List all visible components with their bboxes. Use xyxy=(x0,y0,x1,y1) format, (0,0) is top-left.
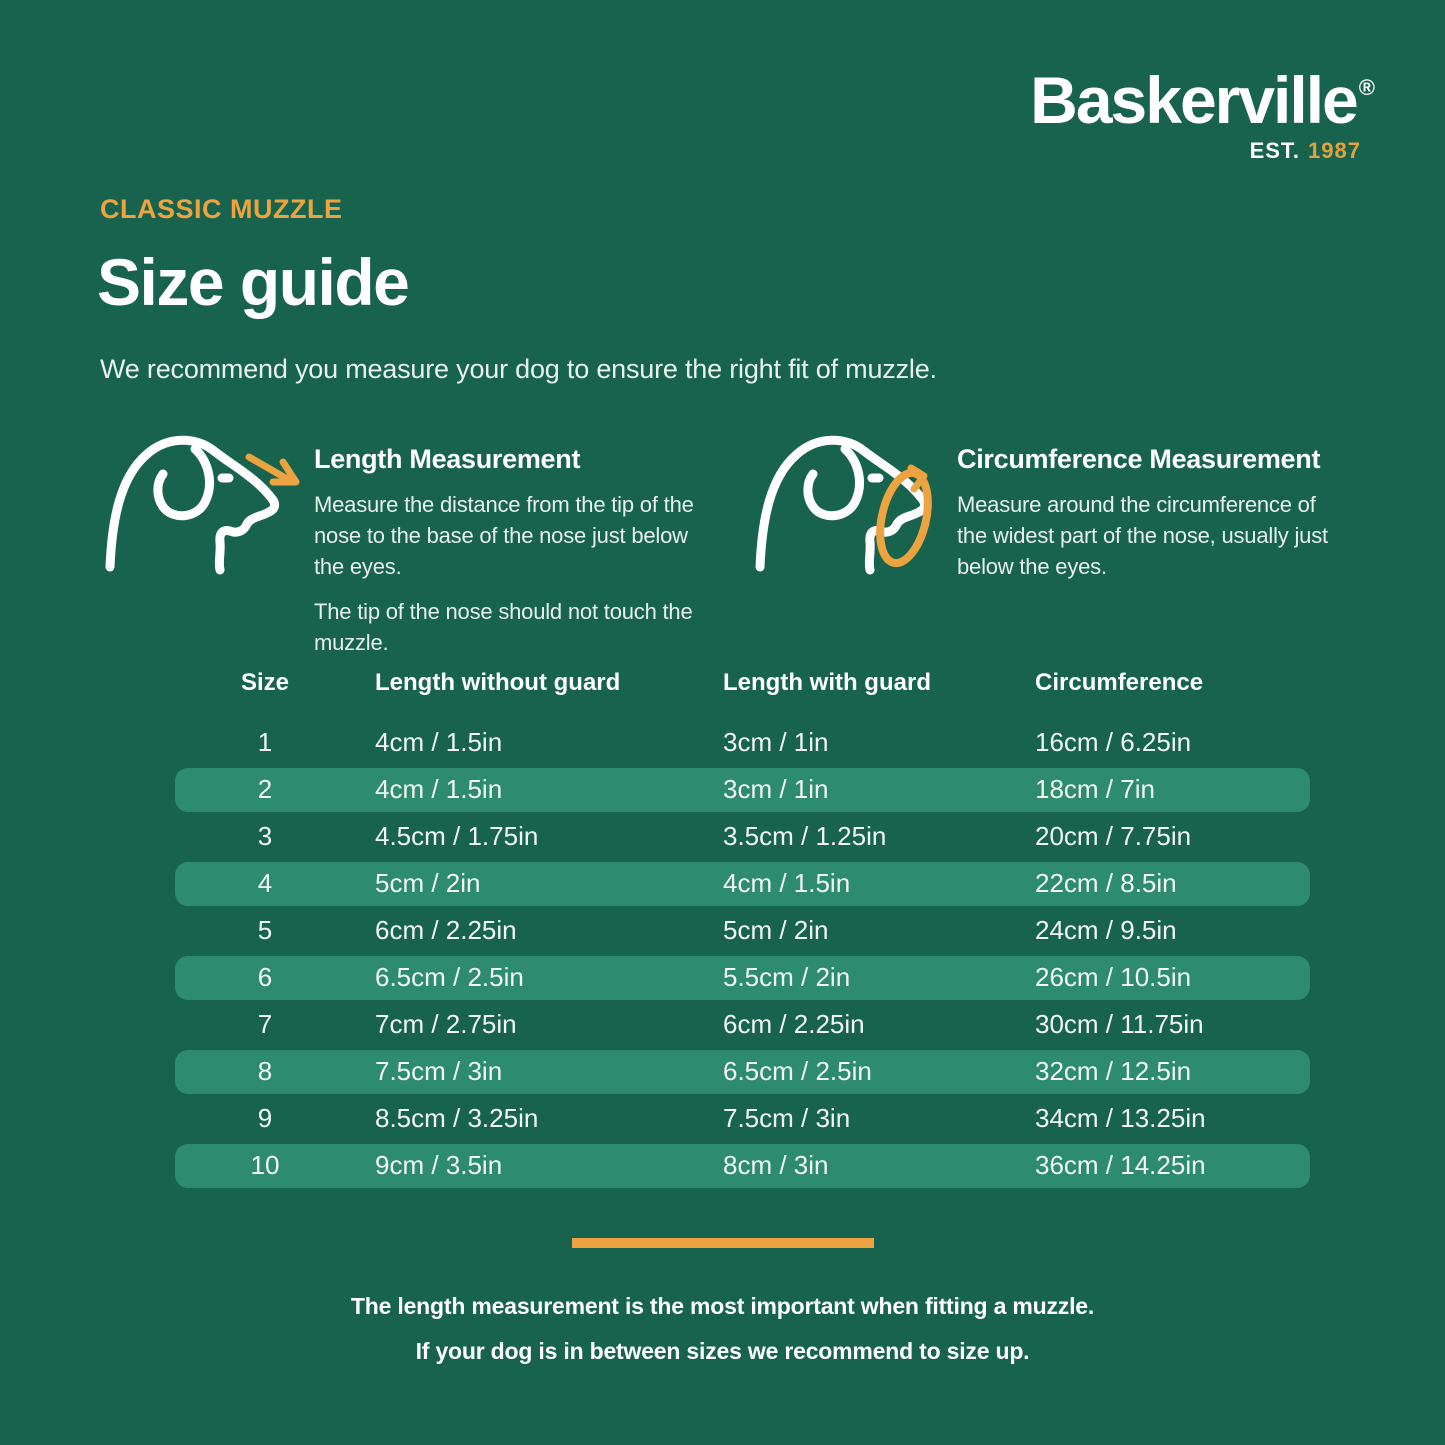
cell-length-without-guard: 6cm / 2.25in xyxy=(375,915,517,945)
cell-size: 9 xyxy=(257,1103,273,1133)
brand-name: Baskerville® xyxy=(1030,63,1375,137)
cell-circumference: 26cm / 10.5in xyxy=(1035,962,1192,992)
cell-length-with-guard: 4cm / 1.5in xyxy=(723,868,851,898)
accent-divider xyxy=(571,1238,874,1248)
cell-length-without-guard: 4cm / 1.5in xyxy=(375,774,503,804)
footer-line-1: The length measurement is the most impor… xyxy=(350,1293,1095,1319)
measure-arrow-icon xyxy=(245,453,300,486)
cell-size: 8 xyxy=(257,1056,273,1086)
cell-circumference: 36cm / 14.25in xyxy=(1035,1150,1206,1180)
cell-length-without-guard: 4cm / 1.5in xyxy=(375,727,503,757)
column-header-circumference: Circumference xyxy=(1035,669,1204,696)
table-row: 1 4cm / 1.5in 3cm / 1in 16cm / 6.25in xyxy=(175,719,1310,766)
cell-size: 6 xyxy=(257,962,273,992)
cell-length-with-guard: 5cm / 2in xyxy=(723,915,829,945)
cell-circumference: 18cm / 7in xyxy=(1035,774,1155,804)
cell-size: 7 xyxy=(257,1009,273,1039)
page-title: Size guide xyxy=(97,245,410,319)
footer-note: The length measurement is the most impor… xyxy=(0,1284,1445,1374)
dog-head-circumference-icon xyxy=(755,435,932,575)
table-row: 4 5cm / 2in 4cm / 1.5in 22cm / 8.5in xyxy=(175,861,1310,906)
length-measurement-title: Length Measurement xyxy=(314,444,581,474)
cell-circumference: 32cm / 12.5in xyxy=(1035,1056,1192,1086)
cell-circumference: 16cm / 6.25in xyxy=(1035,727,1192,757)
cell-size: 4 xyxy=(257,868,273,898)
cell-length-without-guard: 7.5cm / 3in xyxy=(375,1056,503,1086)
length-measurement-section: Length Measurement Measure the distance … xyxy=(314,444,734,658)
cell-length-with-guard: 3cm / 1in xyxy=(723,727,829,757)
brand-logo: Baskerville® EST. 1987 xyxy=(1030,64,1375,164)
cell-size: 10 xyxy=(250,1150,280,1180)
cell-length-with-guard: 7.5cm / 3in xyxy=(723,1103,851,1133)
cell-length-with-guard: 6.5cm / 2.5in xyxy=(723,1056,872,1086)
column-header-length-without-guard: Length without guard xyxy=(375,669,621,696)
table-row: 5 6cm / 2.25in 5cm / 2in 24cm / 9.5in xyxy=(175,907,1310,954)
registered-trademark-icon: ® xyxy=(1358,75,1375,100)
circumference-measurement-title: Circumference Measurement xyxy=(957,444,1321,474)
cell-length-with-guard: 3cm / 1in xyxy=(723,774,829,804)
established-label: EST. xyxy=(1249,138,1301,163)
cell-length-without-guard: 5cm / 2in xyxy=(375,868,481,898)
cell-circumference: 22cm / 8.5in xyxy=(1035,868,1177,898)
length-measurement-para2: The tip of the nose should not touch the… xyxy=(314,599,693,655)
table-row: 6 6.5cm / 2.5in 5.5cm / 2in 26cm / 10.5in xyxy=(175,955,1310,1000)
table-row: 7 7cm / 2.75in 6cm / 2.25in 30cm / 11.75in xyxy=(175,1001,1310,1048)
cell-size: 3 xyxy=(257,821,273,851)
table-row: 9 8.5cm / 3.25in 7.5cm / 3in 34cm / 13.25in xyxy=(175,1095,1310,1142)
cell-circumference: 34cm / 13.25in xyxy=(1035,1103,1206,1133)
cell-circumference: 20cm / 7.75in xyxy=(1035,821,1192,851)
cell-length-with-guard: 8cm / 3in xyxy=(723,1150,829,1180)
cell-length-with-guard: 6cm / 2.25in xyxy=(723,1009,865,1039)
cell-circumference: 30cm / 11.75in xyxy=(1035,1009,1204,1039)
table-row: 10 9cm / 3.5in 8cm / 3in 36cm / 14.25in xyxy=(175,1143,1310,1188)
cell-length-without-guard: 7cm / 2.75in xyxy=(375,1009,517,1039)
table-row: 2 4cm / 1.5in 3cm / 1in 18cm / 7in xyxy=(175,767,1310,812)
circumference-measurement-para1: Measure around the circumference of the … xyxy=(957,492,1328,579)
column-header-length-with-guard: Length with guard xyxy=(723,669,931,696)
table-row: 8 7.5cm / 3in 6.5cm / 2.5in 32cm / 12.5in xyxy=(175,1049,1310,1094)
cell-length-with-guard: 5.5cm / 2in xyxy=(723,962,851,992)
column-header-size: Size xyxy=(240,669,290,696)
cell-length-without-guard: 8.5cm / 3.25in xyxy=(375,1103,539,1133)
intro-text: We recommend you measure your dog to ens… xyxy=(100,354,937,384)
cell-size: 1 xyxy=(257,727,273,757)
product-eyebrow: CLASSIC MUZZLE xyxy=(100,194,343,224)
established-year: 1987 xyxy=(1308,138,1361,163)
size-table-rows: 1 4cm / 1.5in 3cm / 1in 16cm / 6.25in 2 4cm /… xyxy=(175,719,1310,1188)
dog-head-length-icon xyxy=(105,435,300,575)
size-table: Size Length without guard Length with gu… xyxy=(175,663,1310,1189)
circumference-measurement-section: Circumference Measurement Measure around… xyxy=(957,444,1362,582)
cell-circumference: 24cm / 9.5in xyxy=(1035,915,1177,945)
measure-loop-icon xyxy=(876,464,932,568)
table-row: 3 4.5cm / 1.75in 3.5cm / 1.25in 20cm / 7.75… xyxy=(175,813,1310,860)
length-measurement-para1: Measure the distance from the tip of the… xyxy=(314,492,694,579)
cell-length-with-guard: 3.5cm / 1.25in xyxy=(723,821,887,851)
established-line: EST. 1987 xyxy=(1030,138,1375,164)
cell-length-without-guard: 6.5cm / 2.5in xyxy=(375,962,524,992)
cell-size: 5 xyxy=(257,915,273,945)
footer-line-2: If your dog is in between sizes we recom… xyxy=(415,1338,1030,1364)
size-table-header: Size Length without guard Length with gu… xyxy=(175,663,1310,703)
cell-size: 2 xyxy=(257,774,273,804)
cell-length-without-guard: 4.5cm / 1.75in xyxy=(375,821,539,851)
cell-length-without-guard: 9cm / 3.5in xyxy=(375,1150,503,1180)
